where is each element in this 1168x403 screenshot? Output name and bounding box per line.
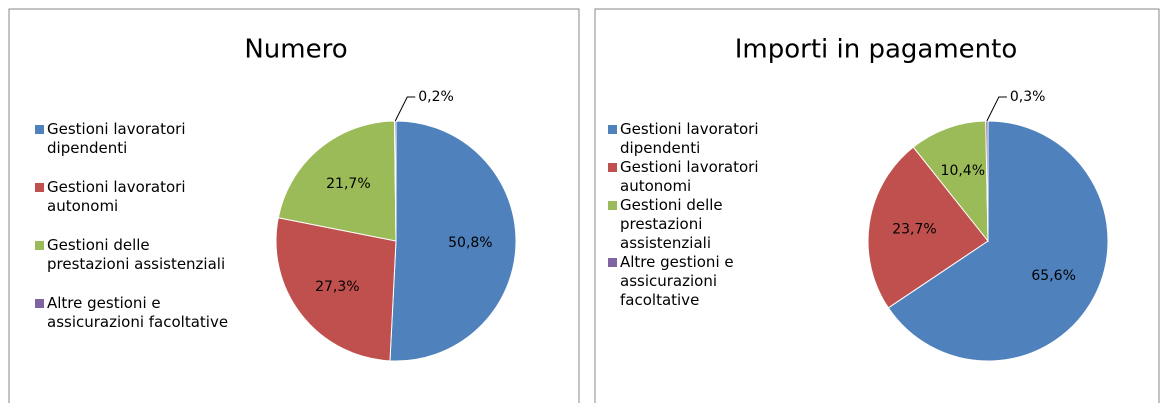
legend-item: Gestioni lavoratori autonomi	[35, 178, 230, 216]
legend-swatch	[35, 125, 44, 134]
data-label: 27,3%	[315, 279, 359, 295]
legend: Gestioni lavoratori dipendenti Gestioni l…	[608, 120, 778, 310]
panel-border	[8, 8, 580, 403]
legend-label: Gestioni delle prestazioni assistenziali	[620, 196, 723, 252]
legend-label: Gestioni lavoratori autonomi	[620, 158, 759, 195]
legend-swatch	[35, 299, 44, 308]
legend-item: Gestioni delle prestazioni assistenziali	[35, 236, 230, 274]
legend-item: Gestioni lavoratori dipendenti	[35, 120, 230, 158]
chart-title: Importi in pagamento	[735, 35, 1018, 65]
panel-border	[594, 8, 1160, 403]
pie-slice	[887, 120, 1109, 362]
legend: Gestioni lavoratori dipendenti Gestioni l…	[35, 120, 230, 352]
chart-title: Numero	[244, 35, 347, 65]
pie-slice	[277, 120, 397, 242]
legend-label: Gestioni lavoratori dipendenti	[47, 120, 186, 157]
legend-label: Gestioni lavoratori dipendenti	[620, 120, 759, 157]
leader-line	[986, 96, 1007, 122]
legend-label: Altre gestioni e assicurazioni facoltati…	[620, 253, 734, 309]
legend-item: Altre gestioni e assicurazioni facoltati…	[608, 253, 778, 310]
legend-item: Altre gestioni e assicurazioni facoltati…	[35, 294, 230, 332]
legend-swatch	[35, 183, 44, 192]
leader-line	[394, 96, 416, 122]
legend-swatch	[608, 258, 617, 267]
data-label: 10,4%	[941, 163, 985, 179]
legend-swatch	[608, 163, 617, 172]
pie-slice	[912, 120, 989, 243]
legend-item: Gestioni delle prestazioni assistenziali	[608, 196, 778, 253]
legend-swatch	[608, 125, 617, 134]
data-label: 21,7%	[326, 176, 370, 192]
data-label: 50,8%	[448, 235, 492, 251]
legend-label: Gestioni delle prestazioni assistenziali	[47, 236, 226, 273]
legend-label: Altre gestioni e assicurazioni facoltati…	[47, 294, 229, 331]
data-label: 0,3%	[1010, 89, 1046, 105]
pie-slice	[275, 217, 397, 362]
legend-swatch	[608, 201, 617, 210]
data-label: 23,7%	[892, 222, 936, 238]
legend-label: Gestioni lavoratori autonomi	[47, 178, 186, 215]
legend-item: Gestioni lavoratori autonomi	[608, 158, 778, 196]
pie-slice	[389, 120, 517, 362]
data-label: 0,2%	[418, 89, 454, 105]
data-label: 65,6%	[1031, 268, 1075, 284]
legend-swatch	[35, 241, 44, 250]
pie-slice	[867, 146, 989, 309]
legend-item: Gestioni lavoratori dipendenti	[608, 120, 778, 158]
